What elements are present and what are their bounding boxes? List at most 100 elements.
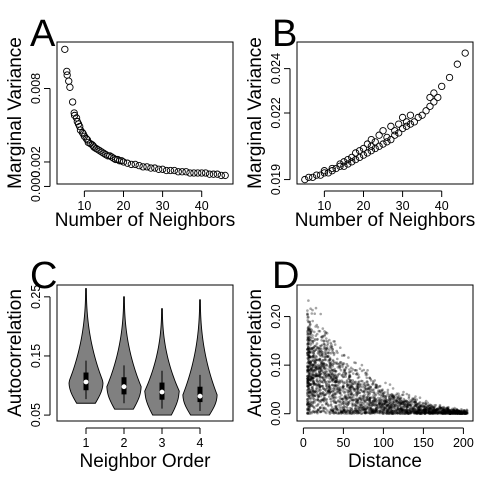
panel-d-point	[449, 410, 452, 414]
panel-d-point	[429, 411, 433, 415]
panel-d-point	[338, 364, 342, 368]
panel-d-point	[344, 365, 348, 369]
panel-d-point	[309, 379, 312, 382]
panel-d-point	[344, 375, 348, 378]
panel-d-point	[316, 346, 319, 350]
panel-d-point	[378, 385, 381, 388]
panel-d-point	[361, 406, 365, 409]
panel-d-point	[346, 364, 350, 368]
panel-d-point	[368, 411, 371, 415]
panel-d-point	[363, 390, 366, 393]
panel-d-point	[361, 407, 364, 411]
panel-d-point	[416, 411, 420, 415]
panel-d-point	[371, 401, 375, 405]
panel-d-point	[317, 383, 321, 387]
panel-d-point	[424, 408, 428, 412]
panel-d-point	[348, 375, 351, 379]
panel-d-point	[408, 403, 412, 407]
panel-a-point	[158, 165, 167, 173]
panel-d-point	[318, 385, 322, 389]
panel-b-point	[312, 171, 321, 179]
panel-d-point	[307, 350, 311, 353]
panel-d-point	[338, 386, 342, 389]
panel-d-point	[463, 412, 466, 415]
panel-d-point	[334, 384, 337, 388]
panel-d-point	[314, 371, 318, 375]
panel-d-point	[325, 386, 329, 390]
panel-d-point	[319, 363, 323, 366]
panel-d-point	[313, 312, 317, 316]
panel-d-point	[309, 382, 313, 386]
panel-d-point	[411, 398, 414, 402]
panel-d-point	[357, 407, 361, 411]
panel-d-point	[338, 364, 341, 368]
panel-d-point	[306, 319, 310, 322]
panel-d-point	[306, 326, 310, 330]
panel-d-point	[325, 383, 328, 386]
panel-d-point	[325, 400, 329, 404]
panel-d-point	[395, 398, 399, 401]
panel-a-point	[182, 168, 190, 176]
panel-d-point	[385, 405, 388, 408]
panel-d-point	[330, 394, 334, 398]
panel-d-point	[354, 411, 358, 415]
panel-d-point	[434, 408, 438, 412]
panel-d-point	[385, 412, 388, 415]
panel-d-point	[351, 409, 354, 413]
panel-d-point	[314, 369, 318, 372]
panel-d-point	[417, 409, 421, 412]
panel-d-point	[317, 350, 320, 353]
panel-d-point	[339, 403, 343, 407]
panel-d-point	[391, 402, 395, 406]
panel-d-point	[412, 405, 416, 409]
panel-d-point	[405, 410, 409, 414]
panel-d: D 0 50 100 150 200 0.000.100.20 Distance Aut…	[245, 255, 474, 472]
panel-d-point	[413, 400, 416, 404]
panel-d-point	[432, 411, 435, 414]
panel-d-point	[321, 353, 324, 357]
panel-d-point	[371, 401, 375, 405]
panel-d-point	[324, 375, 327, 378]
panel-d-point	[314, 389, 318, 392]
panel-d-point	[366, 390, 370, 394]
panel-d-point	[432, 409, 436, 412]
panel-d-point	[455, 408, 459, 412]
panel-d-point	[451, 412, 454, 415]
panel-d-point	[353, 404, 357, 407]
panel-d-point	[323, 388, 326, 391]
panel-d-point	[399, 407, 403, 411]
panel-d-point	[324, 389, 328, 393]
panel-d-point	[332, 362, 336, 365]
panel-d-point	[371, 410, 374, 414]
panel-d-point	[336, 409, 340, 412]
panel-d-point	[430, 407, 434, 411]
panel-d-point	[322, 387, 325, 390]
panel-d-point	[422, 404, 426, 408]
panel-d-point	[419, 412, 423, 415]
panel-d-point	[381, 393, 385, 397]
panel-d-point	[311, 373, 315, 377]
panel-d-point	[309, 397, 312, 401]
panel-d-point	[391, 406, 395, 409]
panel-d-point	[433, 411, 436, 415]
panel-d-point	[398, 407, 402, 411]
panel-d-point	[393, 411, 397, 415]
panel-d-point	[349, 409, 352, 413]
panel-d-point	[315, 391, 318, 394]
panel-b-y-tick-label: 0.022	[269, 97, 283, 128]
panel-d-point	[340, 374, 344, 377]
panel-d-point	[395, 408, 398, 412]
panel-d-point	[309, 392, 312, 395]
panel-d-point	[311, 402, 314, 406]
panel-d-point	[334, 373, 337, 377]
panel-d-point	[316, 380, 320, 384]
panel-d-point	[399, 411, 402, 415]
panel-d-point	[417, 405, 421, 409]
panel-d-point	[445, 409, 449, 412]
panel-d-point	[323, 407, 326, 410]
panel-d-point	[333, 395, 336, 399]
panel-a-point	[166, 166, 175, 175]
panel-b-point	[430, 89, 438, 97]
panel-d-point	[320, 375, 323, 379]
